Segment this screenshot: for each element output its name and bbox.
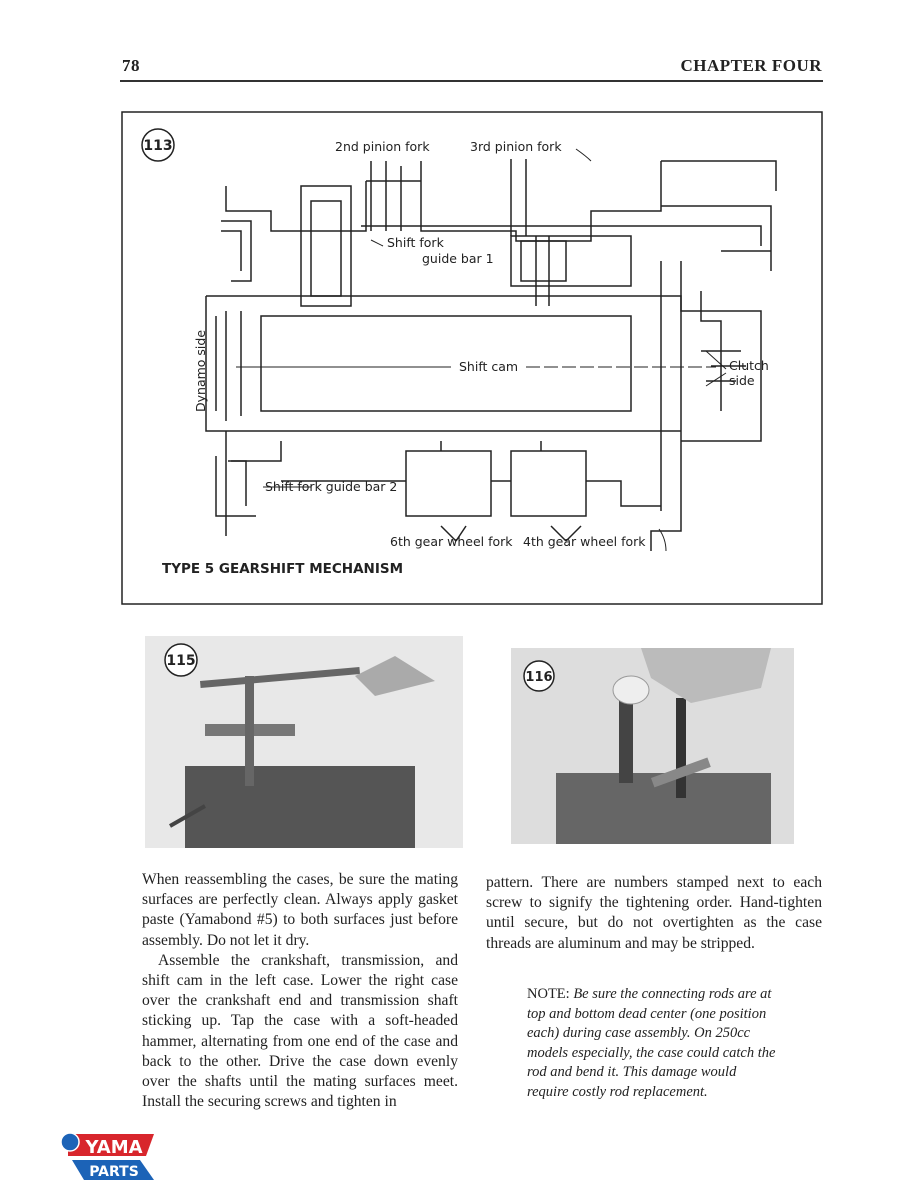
figure-113: 113: [121, 111, 823, 605]
label-guide-bar-1-line-2: guide bar 1: [422, 251, 494, 266]
photo-content: [169, 656, 435, 848]
photo-number: 116: [525, 670, 552, 685]
leader-lines: [236, 148, 727, 552]
figure-frame: [121, 111, 823, 605]
figure-number: 113: [143, 138, 172, 154]
photo-content: [556, 648, 771, 844]
right-column: pattern. There are numbers stamped next …: [486, 873, 822, 954]
logo-top: YAMA: [84, 1137, 142, 1158]
photo-116: 116: [511, 648, 794, 844]
label-2nd-pinion-fork: 2nd pinion fork: [335, 139, 430, 154]
label-clutch-side-line-2: side: [729, 373, 755, 388]
photo-number-circle: [523, 660, 555, 692]
label-4th-gear-fork: 4th gear wheel fork: [523, 534, 646, 549]
logo-red-band: [68, 1134, 154, 1156]
page-number: 78: [122, 56, 140, 75]
label-shift-cam: Shift cam: [459, 359, 518, 374]
note-text: Be sure the connecting rods are at top a…: [527, 986, 776, 1100]
paragraph: Assemble the crankshaft, transmission, a…: [142, 951, 458, 1111]
paragraph: pattern. There are numbers stamped next …: [486, 874, 822, 952]
photo-115: 115: [145, 636, 463, 848]
label-guide-bar-1-line-1: Shift fork: [387, 235, 445, 250]
logo-emblem: [60, 1132, 80, 1152]
photo-number: 115: [166, 653, 195, 669]
logo-bottom: PARTS: [89, 1164, 139, 1180]
left-column: When reassembling the cases, be sure the…: [142, 870, 458, 1112]
figure-number-circle: [141, 128, 175, 162]
mechanism-drawing: [205, 159, 777, 551]
note-label: NOTE:: [527, 986, 570, 1002]
header-rule: [120, 80, 823, 82]
label-guide-bar-2: Shift fork guide bar 2: [265, 479, 397, 494]
note: NOTE: Be sure the connecting rods are at…: [527, 985, 780, 1102]
logo-blue-band: [72, 1160, 154, 1180]
label-dynamo-side: Dynamo side: [193, 330, 208, 412]
chapter-title: CHAPTER FOUR: [680, 56, 822, 75]
label-clutch-side-line-1: Clutch: [729, 358, 769, 373]
paragraph: When reassembling the cases, be sure the…: [142, 871, 458, 949]
figure-caption: TYPE 5 GEARSHIFT MECHANISM: [162, 561, 403, 577]
logo: YAMA PARTS: [60, 1132, 154, 1180]
label-6th-gear-fork: 6th gear wheel fork: [390, 534, 513, 549]
photo-number-circle: [164, 643, 198, 677]
label-3rd-pinion-fork: 3rd pinion fork: [470, 139, 562, 154]
